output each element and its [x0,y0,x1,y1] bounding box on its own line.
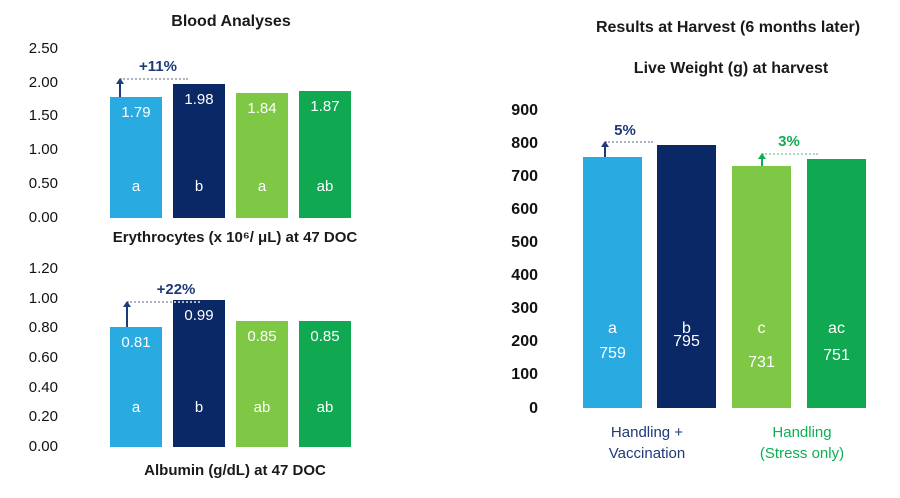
bar-significance-letter: a [131,177,141,195]
treatment-group-label-line: Vaccination [608,445,686,462]
y-axis-tick-label: 1.00 [28,141,58,159]
y-axis-tick-label: 1.00 [28,289,58,307]
bar-a: 1.84 a [236,93,288,218]
treatment-group-label-line: (Stress only) [759,445,845,462]
bar-significance-letter: a [257,177,267,195]
y-axis-tick-label: 1.50 [28,107,58,125]
right-panel-title: Results at Harvest (6 months later) [595,19,861,36]
bar-value-label: 1.98 [184,90,214,108]
y-axis-tick-label: 400 [511,267,538,285]
bar-value-label: 1.84 [247,100,277,118]
bar-a: 1.79 a [110,96,162,218]
y-axis-tick-label: 0.00 [28,209,58,226]
live-weight-chart: Results at Harvest (6 months later) Live… [450,0,900,498]
y-axis-tick-label: 0.50 [28,175,58,193]
annotation-dotted-line [605,141,653,143]
annotation-arrow-shaft [126,306,128,327]
bar-value-label: 0.81 [121,333,151,351]
percent-annotation: +22% [156,281,196,298]
bar-value-label: 795 [673,332,700,350]
bar-value-label: 751 [823,347,850,365]
bar-value-label: 1.87 [310,98,340,116]
y-axis-tick-label: 500 [511,233,538,251]
annotation-arrow-shaft [119,83,121,97]
y-axis-tick-label: 0.20 [28,408,58,426]
bar-significance-letter: ac [828,319,845,337]
bar-value-label: 759 [599,344,626,362]
annotation-arrow-icon [123,301,131,307]
bar-significance-letter: ab [316,177,334,195]
y-axis-tick-label: 2.00 [28,73,58,91]
bar-ab: 0.85 ab [299,320,351,447]
y-axis-tick-label: 0.60 [28,349,58,367]
live-weight-subtitle: Live Weight (g) at harvest [633,60,829,77]
y-axis-tick-label: 0.00 [28,438,58,455]
treatment-group-label: Handling + Vaccination [562,422,732,464]
bar-value-label: 0.85 [310,327,340,345]
annotation-arrow-shaft [761,158,763,166]
y-axis-tick-label: 100 [511,366,538,384]
y-axis-tick-label: 900 [511,101,538,119]
bar-ab: 0.85 ab [236,320,288,447]
percent-annotation: 5% [614,122,636,139]
bar-significance-letter: ab [316,398,334,416]
annotation-dotted-line [120,78,188,80]
y-axis-tick-label: 300 [511,300,538,318]
bar-c: 731 c [732,165,791,408]
bar-significance-letter: b [194,398,204,416]
bar-ac: 751 ac [807,159,866,408]
annotation-arrow-icon [116,78,124,84]
y-axis-tick-label: 200 [511,333,538,351]
bar-value-label: 731 [748,353,775,371]
y-axis-tick-label: 0.40 [28,378,58,396]
bar-value-label: 1.79 [121,103,151,121]
percent-annotation: +11% [139,58,177,75]
bar-significance-letter: c [757,319,766,337]
bar-significance-letter: a [131,398,141,416]
bar-value-label: 0.99 [184,307,214,325]
bar-b: 0.99 b [173,300,225,447]
treatment-group-label: Handling (Stress only) [717,422,887,464]
y-axis-tick-label: 0.80 [28,319,58,337]
albumin-chart: Albumin (g/dL) at 47 DOC 1.20 1.00 0.80 0.6… [0,250,450,498]
bar-ab: 1.87 ab [299,91,351,218]
treatment-group-label-line: Handling + [610,424,684,441]
y-axis-tick-label: 600 [511,200,538,218]
treatment-group-label-line: Handling [772,424,832,441]
annotation-arrow-icon [758,153,766,159]
y-axis-tick-label: 800 [511,134,538,152]
percent-annotation: 3% [778,133,800,150]
erythrocytes-chart: Blood Analyses Erythrocytes (x 10⁶/ μL) … [0,0,450,250]
bar-significance-letter: b [194,177,204,195]
y-axis-tick-label: 1.20 [28,260,58,278]
annotation-arrow-shaft [604,146,606,157]
annotation-dotted-line [127,301,200,303]
bar-a: 759 a [583,156,642,408]
annotation-arrow-icon [601,141,609,147]
bar-a: 0.81 a [110,326,162,447]
y-axis-tick-label: 0 [529,399,538,417]
bar-significance-letter: a [608,319,617,337]
bar-significance-letter: ab [253,398,271,416]
y-axis-tick-label: 2.50 [28,39,58,57]
annotation-dotted-line [762,153,818,155]
albumin-axis-label: Albumin (g/dL) at 47 DOC [144,462,326,479]
bar-b: 1.98 b [173,83,225,218]
bar-b: 795 b [657,144,716,408]
left-panel-title: Blood Analyses [171,13,291,30]
erythrocytes-axis-label: Erythrocytes (x 10⁶/ μL) at 47 DOC [112,229,358,246]
y-axis-tick-label: 700 [511,167,538,185]
bar-value-label: 0.85 [247,327,277,345]
bar-significance-letter: b [682,319,691,337]
